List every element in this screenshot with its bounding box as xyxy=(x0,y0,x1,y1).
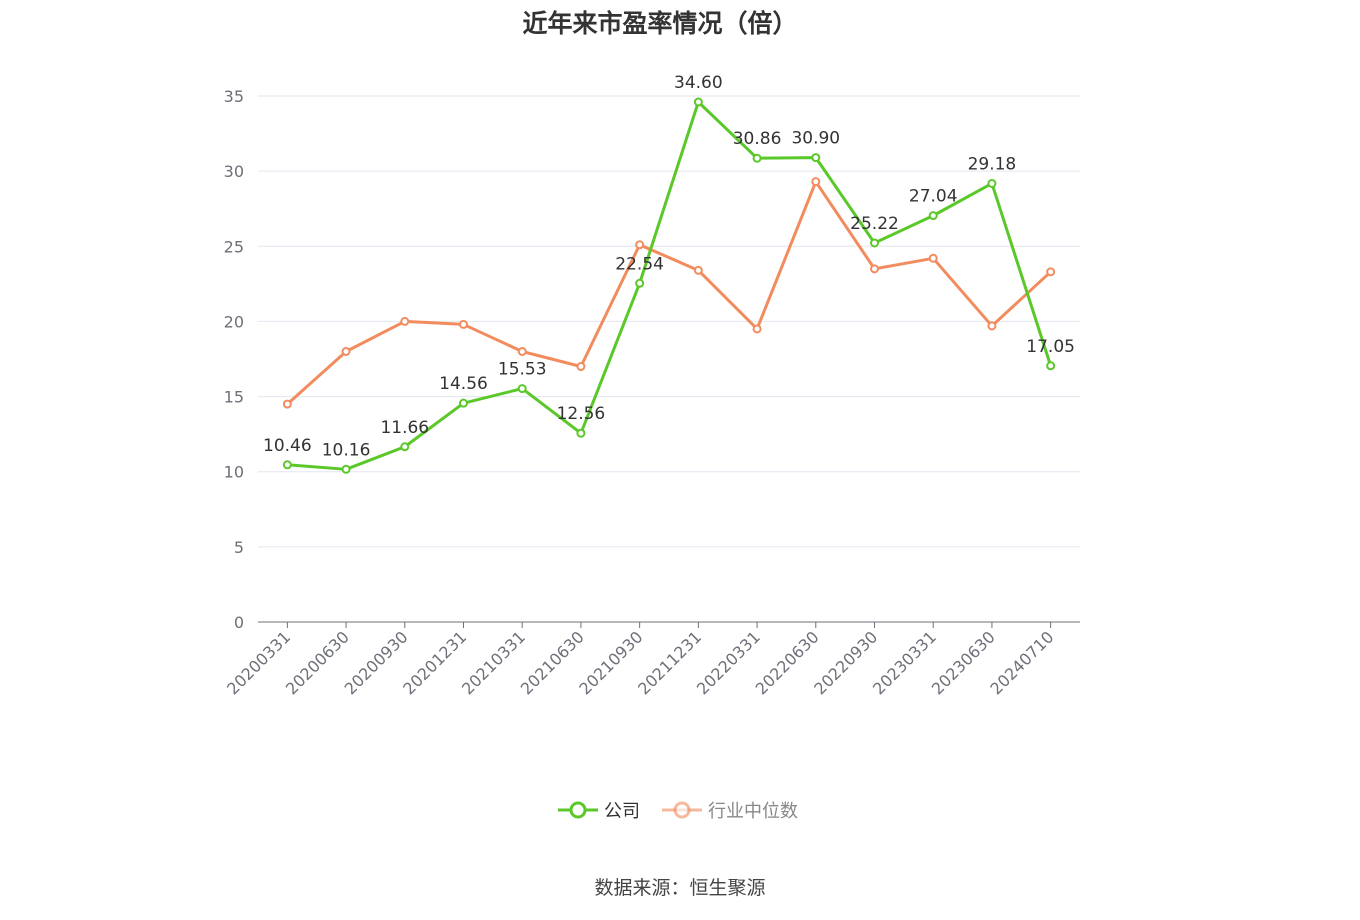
y-tick-label: 25 xyxy=(224,237,244,256)
data-point xyxy=(635,240,645,250)
legend-item[interactable]: 行业中位数 xyxy=(662,801,798,822)
chart-title: 近年来市盈率情况（倍） xyxy=(522,9,798,38)
data-label: 30.90 xyxy=(791,129,840,149)
legend-label: 行业中位数 xyxy=(708,801,798,822)
data-point xyxy=(870,264,879,274)
data-point xyxy=(282,399,292,409)
y-tick-label: 15 xyxy=(224,388,244,407)
source-note: 数据来源：恒生聚源 xyxy=(594,877,766,899)
legend-item[interactable]: 公司 xyxy=(558,801,640,822)
y-tick-label: 0 xyxy=(234,613,244,632)
data-point xyxy=(693,265,703,275)
data-point xyxy=(693,97,703,107)
data-label: 17.05 xyxy=(1026,337,1075,357)
data-point xyxy=(928,211,938,221)
data-label: 10.16 xyxy=(322,440,371,460)
y-tick-label: 10 xyxy=(224,463,244,482)
data-label: 10.46 xyxy=(263,436,312,456)
y-tick-label: 5 xyxy=(234,538,244,557)
legend[interactable]: 公司 行业中位数 xyxy=(558,801,798,822)
data-label: 15.53 xyxy=(498,360,547,380)
grid-lines xyxy=(258,95,1080,548)
data-point xyxy=(341,464,351,474)
legend-label: 公司 xyxy=(604,801,640,822)
data-label: 27.04 xyxy=(909,187,958,207)
data-point xyxy=(517,346,527,356)
data-point xyxy=(752,153,762,163)
y-tick-label: 35 xyxy=(224,87,244,106)
data-point xyxy=(400,316,410,326)
legend-marker xyxy=(569,801,587,819)
data-point xyxy=(517,384,527,394)
data-point xyxy=(987,178,997,188)
data-point xyxy=(459,319,468,329)
data-label: 30.86 xyxy=(733,129,782,149)
y-tick-label: 30 xyxy=(224,162,244,181)
data-point xyxy=(752,324,762,334)
data-label: 29.18 xyxy=(968,154,1017,174)
series-line xyxy=(287,100,1053,471)
data-point xyxy=(928,253,938,263)
data-point xyxy=(282,460,292,470)
y-tick-label: 20 xyxy=(224,312,244,331)
data-label: 14.56 xyxy=(439,374,488,394)
x-tick-label: 20240710 xyxy=(986,627,1057,698)
data-point xyxy=(459,398,468,408)
axes: 0510152025303520200331202006302020093020… xyxy=(223,87,1080,698)
series-line xyxy=(286,180,1052,406)
data-point xyxy=(1046,267,1056,277)
data-point xyxy=(576,428,586,438)
data-point xyxy=(870,238,879,248)
data-point xyxy=(811,153,821,163)
data-label: 34.60 xyxy=(674,73,723,93)
legend-marker xyxy=(673,801,691,819)
data-label: 12.56 xyxy=(557,404,606,424)
data-point xyxy=(576,362,586,372)
series-lines xyxy=(282,97,1056,474)
data-point xyxy=(400,442,410,452)
data-label: 22.54 xyxy=(615,254,664,274)
data-point xyxy=(987,321,997,331)
data-point xyxy=(811,177,821,187)
data-point xyxy=(635,278,645,288)
data-labels: 10.46 10.16 11.66 14.56 15.53 12.56 22.54 34.60… xyxy=(263,73,1075,460)
data-label: 25.22 xyxy=(850,214,899,234)
data-point xyxy=(1046,361,1056,371)
data-point xyxy=(341,346,351,356)
data-label: 11.66 xyxy=(380,418,429,438)
